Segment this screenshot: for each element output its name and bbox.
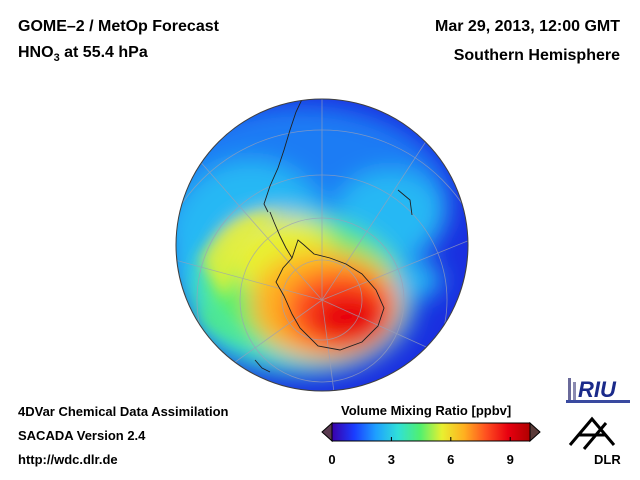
colorbar-tick-label: 6 [447, 452, 455, 467]
riu-logo: RIU [566, 377, 630, 403]
dlr-logo [568, 416, 616, 450]
colorbar-max-arrow [529, 421, 541, 443]
pressure-level: at 55.4 hPa [59, 44, 148, 61]
riu-logo-text: RIU [578, 377, 617, 402]
colorbar-scale [331, 422, 531, 442]
footer-url: http://wdc.dlr.de [18, 452, 118, 467]
map-title: GOME–2 / MetOp Forecast [18, 18, 219, 35]
graticule [176, 99, 468, 391]
concentration-field [176, 99, 468, 391]
colorbar-tick-label: 9 [506, 452, 514, 467]
globe-outline [175, 98, 469, 392]
colorbar-tick-label: 3 [387, 452, 396, 467]
footer-version: SACADA Version 2.4 [18, 428, 146, 443]
dlr-logo-text: DLR [594, 452, 621, 467]
colorbar-title: Volume Mixing Ratio [ppbv] [341, 403, 512, 418]
colorbar-min-arrow [321, 421, 333, 443]
species-label: HNO3 at 55.4 hPa [18, 44, 148, 64]
species-name: HNO [18, 44, 54, 61]
footer-method: 4DVar Chemical Data Assimilation [18, 404, 229, 419]
region-label: Southern Hemisphere [453, 47, 620, 64]
species-subscript: 3 [53, 52, 60, 65]
colorbar-tick-label: 0 [328, 452, 336, 467]
forecast-date: Mar 29, 2013, 12:00 GMT [435, 18, 620, 35]
